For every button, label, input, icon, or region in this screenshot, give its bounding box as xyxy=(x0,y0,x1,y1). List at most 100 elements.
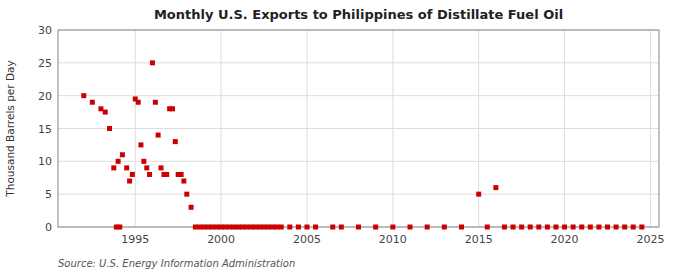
point xyxy=(622,225,627,230)
y-tick-label: 20 xyxy=(38,90,52,103)
point xyxy=(227,225,232,230)
point xyxy=(201,225,206,230)
point xyxy=(287,225,292,230)
point xyxy=(545,225,550,230)
source-note: Source: U.S. Energy Information Administ… xyxy=(58,258,295,269)
point xyxy=(330,225,335,230)
point xyxy=(266,225,271,230)
point xyxy=(144,165,149,170)
x-grid-line xyxy=(392,30,393,227)
x-tick-label: 2000 xyxy=(207,233,235,246)
x-grid-line xyxy=(650,30,651,227)
y-axis-label: Thousand Barrels per Day xyxy=(4,60,16,197)
x-tick-label: 1995 xyxy=(121,233,149,246)
point xyxy=(141,159,146,164)
point xyxy=(232,225,237,230)
point xyxy=(605,225,610,230)
points xyxy=(81,60,644,229)
grid xyxy=(58,30,659,227)
point xyxy=(390,225,395,230)
point xyxy=(425,225,430,230)
point xyxy=(117,225,122,230)
point xyxy=(138,142,143,147)
point xyxy=(153,100,158,105)
point xyxy=(189,205,194,210)
point xyxy=(193,225,198,230)
point xyxy=(571,225,576,230)
y-tick-label: 30 xyxy=(38,24,52,37)
x-grid-line xyxy=(221,30,222,227)
point xyxy=(485,225,490,230)
point xyxy=(313,225,318,230)
point xyxy=(528,225,533,230)
point xyxy=(81,93,86,98)
point xyxy=(244,225,249,230)
point xyxy=(170,106,175,111)
point xyxy=(173,139,178,144)
x-tick-label: 2025 xyxy=(636,233,664,246)
point xyxy=(274,225,279,230)
plot-frame xyxy=(58,30,659,227)
point xyxy=(356,225,361,230)
point xyxy=(476,192,481,197)
point xyxy=(219,225,224,230)
point xyxy=(579,225,584,230)
point xyxy=(159,165,164,170)
point xyxy=(511,225,516,230)
point xyxy=(156,133,161,138)
point xyxy=(493,185,498,190)
point xyxy=(631,225,636,230)
point xyxy=(184,192,189,197)
point xyxy=(103,110,108,115)
x-grid-line xyxy=(306,30,307,227)
y-grid-line xyxy=(58,128,659,129)
x-tick-label: 2020 xyxy=(551,233,579,246)
x-grid-line xyxy=(135,30,136,227)
point xyxy=(339,225,344,230)
point xyxy=(181,179,186,184)
point xyxy=(127,179,132,184)
y-tick-label: 10 xyxy=(38,155,52,168)
point xyxy=(116,159,121,164)
y-tick-label: 15 xyxy=(38,123,52,136)
x-tick-label: 2015 xyxy=(465,233,493,246)
point xyxy=(270,225,275,230)
y-grid-line xyxy=(58,194,659,195)
point xyxy=(210,225,215,230)
point xyxy=(223,225,228,230)
y-tick-label: 0 xyxy=(45,221,52,234)
x-grid-line xyxy=(564,30,565,227)
point xyxy=(253,225,258,230)
point xyxy=(262,225,267,230)
point xyxy=(502,225,507,230)
point xyxy=(588,225,593,230)
point xyxy=(373,225,378,230)
point xyxy=(111,165,116,170)
title: Monthly U.S. Exports to Philippines of D… xyxy=(154,7,563,22)
point xyxy=(249,225,254,230)
point xyxy=(614,225,619,230)
point xyxy=(130,172,135,177)
point xyxy=(536,225,541,230)
y-grid-line xyxy=(58,95,659,96)
point xyxy=(164,172,169,177)
point xyxy=(257,225,262,230)
x-tick-label: 2005 xyxy=(293,233,321,246)
point xyxy=(206,225,211,230)
point xyxy=(120,152,125,157)
point xyxy=(562,225,567,230)
point xyxy=(98,106,103,111)
point xyxy=(442,225,447,230)
point xyxy=(147,172,152,177)
point xyxy=(197,225,202,230)
y-grid-line xyxy=(58,62,659,63)
point xyxy=(408,225,413,230)
point xyxy=(553,225,558,230)
point xyxy=(459,225,464,230)
point xyxy=(90,100,95,105)
point xyxy=(214,225,219,230)
point xyxy=(296,225,301,230)
point xyxy=(124,165,129,170)
point xyxy=(596,225,601,230)
point xyxy=(236,225,241,230)
